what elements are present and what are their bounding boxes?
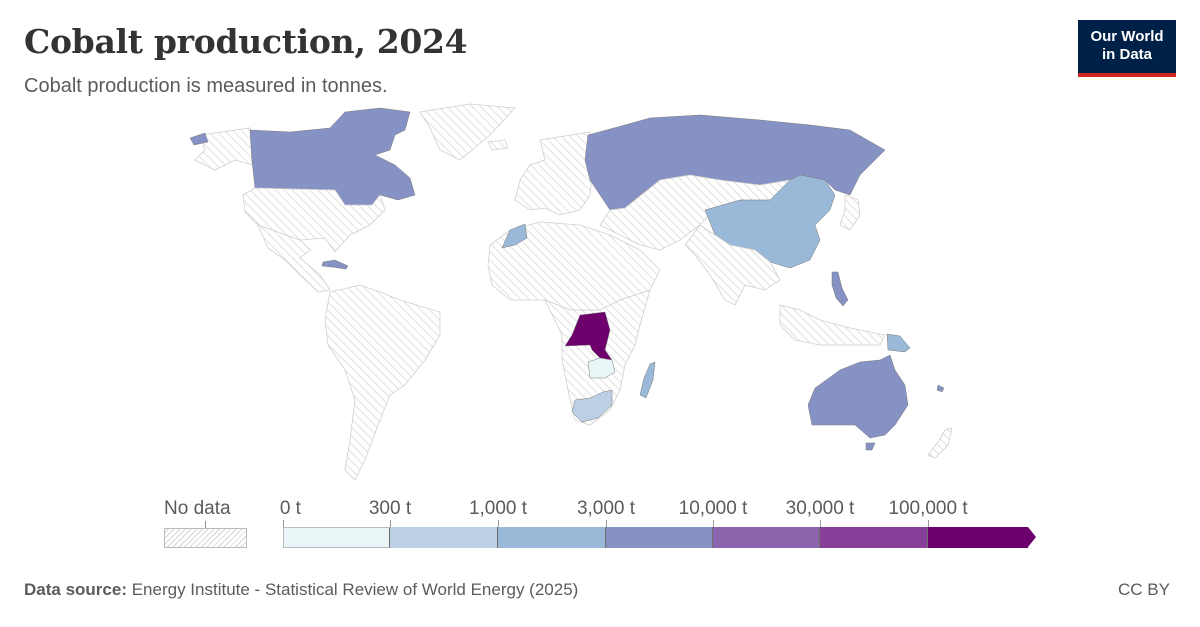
country-indonesia[interactable]: [779, 304, 886, 346]
data-source-link[interactable]: Energy Institute - Statistical Review of…: [131, 580, 579, 599]
legend-bin-300-1000[interactable]: [390, 527, 498, 548]
logo-line-2: in Data: [1101, 46, 1152, 63]
legend-label-3000: 3,000 t: [576, 498, 636, 519]
country-morocco[interactable]: [501, 223, 528, 249]
legend-tick: [606, 520, 607, 528]
legend-bin-30000-100000[interactable]: [820, 527, 928, 548]
chart-title: Cobalt production, 2024: [24, 22, 468, 61]
legend-label-1000: 1,000 t: [468, 498, 528, 519]
country-cuba[interactable]: [321, 259, 349, 270]
legend-open-ended-arrow: [1028, 527, 1036, 547]
legend-no-data-tick: [205, 521, 206, 528]
region-europe[interactable]: [514, 131, 596, 216]
legend-label-0: 0 t: [279, 498, 301, 519]
legend-tick: [928, 520, 929, 528]
country-south-africa[interactable]: [571, 389, 613, 423]
logo-line-1: Our World: [1090, 28, 1164, 45]
country-brazil-south-america[interactable]: [324, 284, 441, 481]
country-usa[interactable]: [242, 187, 386, 253]
legend-tick: [390, 520, 391, 528]
legend-label-100000: 100,000 t: [888, 498, 968, 519]
country-iceland[interactable]: [487, 139, 509, 151]
legend-bin-1000-3000[interactable]: [498, 527, 606, 548]
country-philippines[interactable]: [831, 271, 849, 307]
legend-bin-10000-30000[interactable]: [713, 527, 820, 548]
owid-logo[interactable]: Our World in Data: [1078, 20, 1176, 77]
legend-no-data-label: No data: [164, 498, 231, 519]
region-south-asia[interactable]: [684, 224, 781, 306]
legend-bin-3000-10000[interactable]: [606, 527, 713, 548]
country-greenland[interactable]: [419, 103, 516, 161]
legend-tick: [820, 520, 821, 528]
country-alaska-aleutian[interactable]: [189, 132, 209, 146]
legend-no-data-swatch[interactable]: [164, 528, 247, 548]
map-legend: No data 0 t 300 t 1,000 t 3,000 t 10,000…: [0, 490, 1200, 560]
country-australia-tasmania[interactable]: [865, 442, 876, 451]
legend-label-30000: 30,000 t: [785, 498, 855, 519]
country-australia[interactable]: [807, 354, 909, 439]
legend-tick: [713, 520, 714, 528]
legend-label-10000: 10,000 t: [678, 498, 748, 519]
chart-subtitle: Cobalt production is measured in tonnes.: [24, 75, 388, 97]
license-link[interactable]: CC BY: [1118, 580, 1170, 599]
country-madagascar[interactable]: [639, 361, 656, 399]
legend-bin-100000-plus[interactable]: [928, 527, 1028, 548]
country-new-zealand[interactable]: [927, 427, 953, 459]
data-source: Data source: Energy Institute - Statisti…: [24, 580, 578, 600]
world-map: [189, 103, 953, 481]
legend-tick: [498, 520, 499, 528]
country-papua-new-guinea[interactable]: [886, 333, 911, 353]
region-southern-africa[interactable]: [544, 289, 651, 426]
legend-bin-0-300[interactable]: [283, 527, 390, 548]
country-japan[interactable]: [839, 194, 861, 231]
legend-label-300: 300 t: [368, 498, 412, 519]
country-zambia[interactable]: [587, 357, 616, 379]
legend-tick: [283, 520, 284, 528]
country-new-caledonia[interactable]: [936, 384, 945, 393]
data-source-label: Data source:: [24, 580, 127, 599]
country-mexico[interactable]: [257, 224, 331, 293]
